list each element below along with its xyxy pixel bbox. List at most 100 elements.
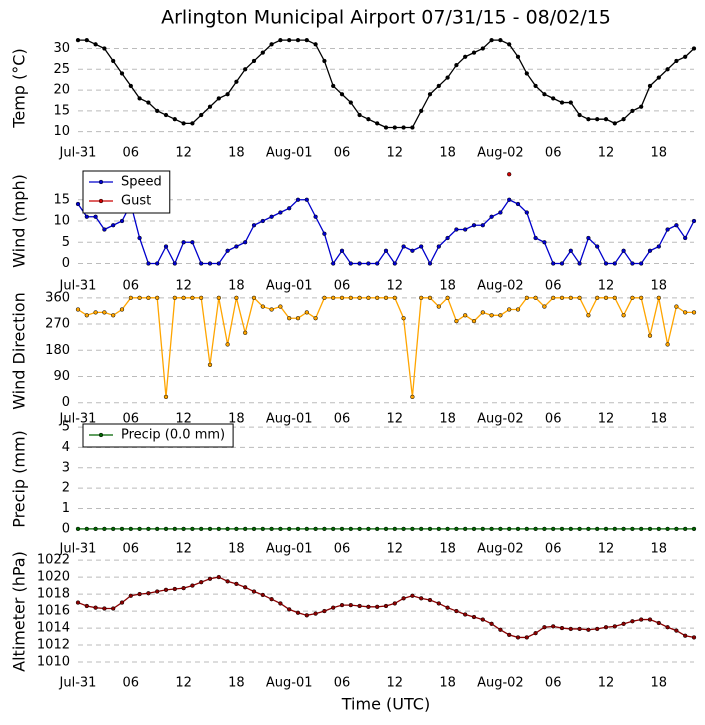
- x-tick-label: 06: [334, 676, 351, 691]
- data-point: [322, 608, 327, 614]
- data-point: [84, 313, 89, 318]
- data-point: [181, 240, 186, 245]
- data-point: [401, 125, 406, 130]
- data-point: [119, 600, 125, 605]
- data-point: [639, 104, 644, 109]
- data-point: [603, 261, 609, 266]
- data-point: [533, 526, 538, 532]
- data-point: [172, 261, 177, 266]
- data-point: [665, 227, 670, 232]
- data-point: [577, 261, 582, 266]
- data-point: [304, 197, 309, 202]
- x-tick-label: 18: [651, 146, 668, 161]
- data-point: [454, 526, 459, 532]
- x-tick-label: Aug-01: [266, 279, 313, 294]
- x-tick-label: 06: [123, 146, 140, 161]
- chart-title: Arlington Municipal Airport 07/31/15 - 0…: [161, 7, 611, 29]
- data-point: [621, 313, 626, 318]
- x-tick-label: Aug-02: [477, 676, 524, 691]
- data-point: [163, 244, 169, 249]
- data-point: [190, 240, 195, 245]
- data-point: [656, 295, 661, 300]
- data-point: [278, 210, 283, 215]
- data-point: [111, 313, 116, 318]
- data-point: [181, 295, 186, 300]
- data-point: [137, 96, 142, 101]
- y-tick-label: 1016: [37, 604, 70, 619]
- y-axis-title: Wind Direction: [10, 292, 29, 410]
- data-point: [401, 244, 406, 249]
- data-point: [612, 121, 617, 126]
- data-point: [339, 295, 345, 300]
- data-point: [691, 526, 697, 532]
- data-point: [691, 218, 697, 224]
- data-point: [234, 244, 239, 249]
- x-tick-label: 12: [598, 146, 615, 161]
- data-point: [436, 83, 441, 89]
- data-point: [559, 261, 565, 266]
- data-point: [445, 526, 450, 532]
- data-point: [260, 592, 265, 598]
- data-point: [621, 117, 626, 122]
- data-point: [489, 526, 494, 532]
- data-point: [260, 50, 265, 55]
- data-point: [155, 108, 160, 114]
- data-point: [427, 526, 433, 532]
- data-point: [304, 613, 309, 618]
- data-point: [234, 79, 239, 84]
- x-tick-label: Aug-01: [266, 542, 313, 557]
- data-point: [119, 307, 125, 312]
- data-point: [304, 310, 309, 315]
- data-point: [295, 38, 301, 43]
- y-tick-label: 5: [62, 420, 70, 435]
- data-point: [480, 617, 485, 622]
- legend-label: Speed: [121, 175, 162, 190]
- y-axis-title: Precip (mm): [10, 430, 29, 528]
- x-tick-label: 12: [387, 279, 404, 294]
- data-point: [146, 295, 151, 300]
- data-point: [630, 619, 635, 624]
- data-point: [463, 313, 468, 318]
- data-point: [436, 304, 441, 309]
- y-tick-label: 180: [45, 343, 70, 358]
- data-point: [392, 125, 397, 130]
- data-point: [190, 295, 195, 300]
- data-point: [304, 38, 309, 43]
- data-point: [269, 214, 274, 219]
- legend: Speed Gust: [82, 170, 171, 214]
- data-point: [401, 596, 406, 601]
- data-point: [348, 526, 353, 532]
- x-tick-label: 06: [123, 676, 140, 691]
- data-point: [630, 261, 635, 266]
- data-point: [454, 608, 459, 614]
- data-point: [375, 604, 380, 609]
- y-tick-label: 1020: [37, 570, 70, 585]
- data-point: [489, 214, 494, 219]
- x-tick-label: 06: [334, 542, 351, 557]
- data-point: [243, 526, 248, 532]
- data-point: [269, 42, 274, 47]
- data-point: [410, 248, 415, 253]
- data-point: [691, 46, 697, 51]
- data-point: [498, 313, 503, 318]
- data-point: [542, 304, 547, 309]
- data-point: [375, 295, 380, 300]
- data-point: [111, 58, 116, 64]
- data-point: [348, 261, 353, 266]
- x-tick-label: 06: [123, 279, 140, 294]
- data-point: [243, 330, 248, 335]
- data-point: [471, 614, 477, 620]
- data-point: [445, 295, 450, 300]
- data-point: [498, 210, 503, 215]
- data-point: [181, 585, 186, 591]
- data-point: [463, 227, 468, 232]
- data-point: [533, 83, 538, 89]
- data-point: [480, 46, 485, 51]
- x-tick-label: 06: [545, 676, 562, 691]
- data-point: [542, 526, 547, 532]
- data-point: [524, 210, 529, 215]
- data-point: [489, 38, 494, 43]
- data-point: [339, 602, 345, 608]
- data-point: [586, 235, 591, 241]
- data-point: [93, 214, 98, 219]
